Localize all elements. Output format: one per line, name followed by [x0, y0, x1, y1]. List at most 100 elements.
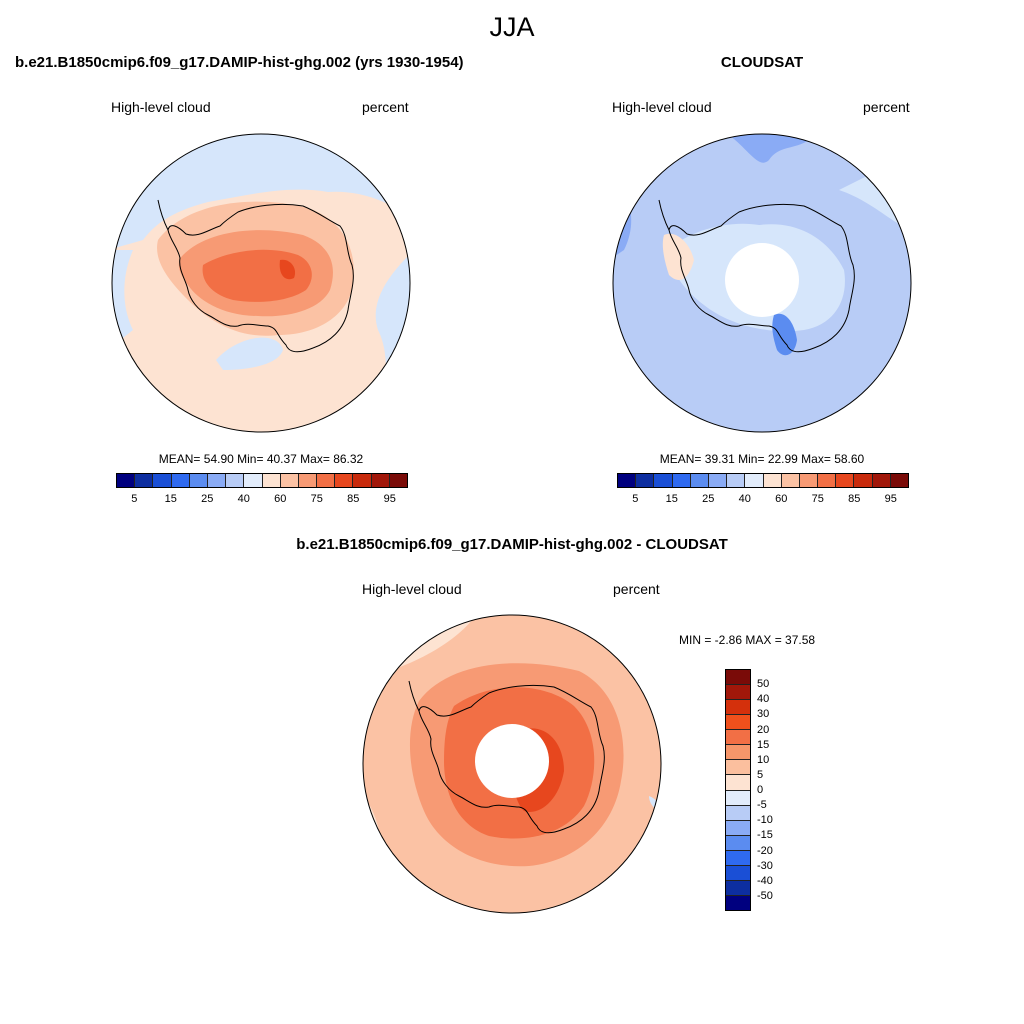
map-region-blue-ross [216, 337, 283, 370]
map-region-red-peak [279, 259, 296, 280]
colorbar-swatch [618, 474, 637, 487]
colorbar-swatch [726, 835, 750, 851]
colorbar-swatch [726, 880, 750, 896]
colorbar-tick-label: 10 [757, 753, 770, 766]
colorbar-tick-label: 5 [757, 768, 764, 781]
colorbar-tick-label: 40 [757, 693, 770, 706]
colorbar-swatch [298, 474, 318, 487]
colorbar-swatch [726, 865, 750, 881]
colorbar-tick-label: 30 [757, 708, 770, 721]
colorbar-swatch [726, 820, 750, 836]
map-border [612, 133, 912, 433]
colorbar-tick-label: 5 [131, 493, 138, 505]
colorbar-swatch [872, 474, 891, 487]
colorbar-tick-label: 5 [632, 493, 639, 505]
colorbar-swatch [726, 775, 750, 791]
colorbar-swatch [799, 474, 819, 487]
colorbar-tick-label: 25 [702, 493, 715, 505]
colorbar-swatch [636, 474, 655, 487]
colorbar-tick-label: -5 [757, 799, 767, 812]
colorbar-tick-label: 75 [310, 493, 323, 505]
colorbar-swatch [836, 474, 855, 487]
colorbar-swatch [708, 474, 728, 487]
model-stats: MEAN= 54.90 Min= 40.37 Max= 86.32 [158, 452, 364, 466]
colorbar-swatch [171, 474, 190, 487]
model-polar-map [111, 133, 411, 433]
diff-colorbar-ticks: 50 40 30 20 15 10 5 0 -5 -10 -15 -20 -30 -40 -50 [757, 669, 797, 911]
model-units-label: percent [362, 99, 409, 115]
polar-data-gap [475, 724, 549, 798]
antarctica-coastline [668, 203, 855, 353]
cloudsat-colorbar-ticks: 5 15 25 40 60 75 85 95 [617, 493, 909, 507]
colorbar-swatch [207, 474, 227, 487]
colorbar-swatch [280, 474, 299, 487]
colorbar-tick-label: 20 [757, 723, 770, 736]
colorbar-tick-label: 95 [383, 493, 396, 505]
diff-units-label: percent [613, 581, 660, 597]
colorbar-swatch [726, 805, 750, 821]
colorbar-swatch [690, 474, 709, 487]
colorbar-tick-label: 15 [757, 738, 770, 751]
colorbar-tick-label: -50 [757, 889, 773, 902]
colorbar-swatch [781, 474, 800, 487]
colorbar-tick-label: 15 [164, 493, 177, 505]
map-region-deep-blue [772, 313, 797, 356]
cloudsat-panel-title: CLOUDSAT [720, 54, 804, 71]
colorbar-swatch [726, 790, 750, 806]
colorbar-tick-label: 85 [848, 493, 861, 505]
colorbar-swatch [153, 474, 172, 487]
cloudsat-stats: MEAN= 39.31 Min= 22.99 Max= 58.60 [659, 452, 865, 466]
colorbar-swatch [244, 474, 263, 487]
map-border [362, 614, 662, 914]
cloudsat-variable-label: High-level cloud [612, 99, 712, 115]
colorbar-swatch [335, 474, 354, 487]
map-border [111, 133, 411, 433]
map-region-blue-north [112, 134, 410, 250]
model-variable-label: High-level cloud [111, 99, 211, 115]
antarctica-coastline [167, 203, 354, 353]
colorbar-tick-label: 0 [757, 784, 764, 796]
colorbar-swatch [371, 474, 390, 487]
colorbar-tick-label: -40 [757, 874, 773, 887]
map-region-orange-peninsula [662, 233, 694, 280]
colorbar-tick-label: 50 [757, 678, 770, 691]
diff-polar-map [362, 614, 662, 914]
colorbar-tick-label: -20 [757, 844, 773, 857]
colorbar-tick-label: 15 [665, 493, 678, 505]
colorbar-swatch [672, 474, 691, 487]
diff-colorbar [725, 669, 751, 911]
colorbar-swatch [726, 850, 750, 866]
colorbar-swatch [135, 474, 154, 487]
colorbar-tick-label: -10 [757, 814, 773, 827]
map-region-red-core [202, 249, 312, 302]
colorbar-swatch [389, 474, 407, 487]
colorbar-tick-label: 40 [738, 493, 751, 505]
peninsula-coastline [408, 680, 420, 712]
diff-stats: MIN = -2.86 MAX = 37.58 [679, 633, 816, 647]
peninsula-coastline [157, 199, 169, 231]
colorbar-swatch [317, 474, 336, 487]
colorbar-tick-label: 95 [884, 493, 897, 505]
colorbar-swatch [726, 730, 750, 746]
colorbar-tick-label: 60 [274, 493, 287, 505]
colorbar-tick-label: 85 [347, 493, 360, 505]
polar-data-gap [725, 243, 799, 317]
model-panel-title: b.e21.B1850cmip6.f09_g17.DAMIP-hist-ghg.… [15, 54, 464, 71]
model-colorbar-ticks: 5 15 25 40 60 75 85 95 [116, 493, 408, 507]
colorbar-swatch [726, 685, 750, 701]
colorbar-swatch [726, 745, 750, 761]
colorbar-tick-label: -15 [757, 829, 773, 842]
colorbar-swatch [726, 715, 750, 731]
colorbar-tick-label: 75 [811, 493, 824, 505]
colorbar-swatch [353, 474, 372, 487]
colorbar-tick-label: 60 [775, 493, 788, 505]
colorbar-swatch [818, 474, 837, 487]
colorbar-swatch [726, 760, 750, 776]
antarctica-coastline [418, 684, 605, 834]
colorbar-tick-label: -30 [757, 859, 773, 872]
colorbar-swatch [726, 670, 750, 686]
diff-variable-label: High-level cloud [362, 581, 462, 597]
colorbar-swatch [727, 474, 746, 487]
colorbar-swatch [726, 895, 750, 910]
cloudsat-units-label: percent [863, 99, 910, 115]
